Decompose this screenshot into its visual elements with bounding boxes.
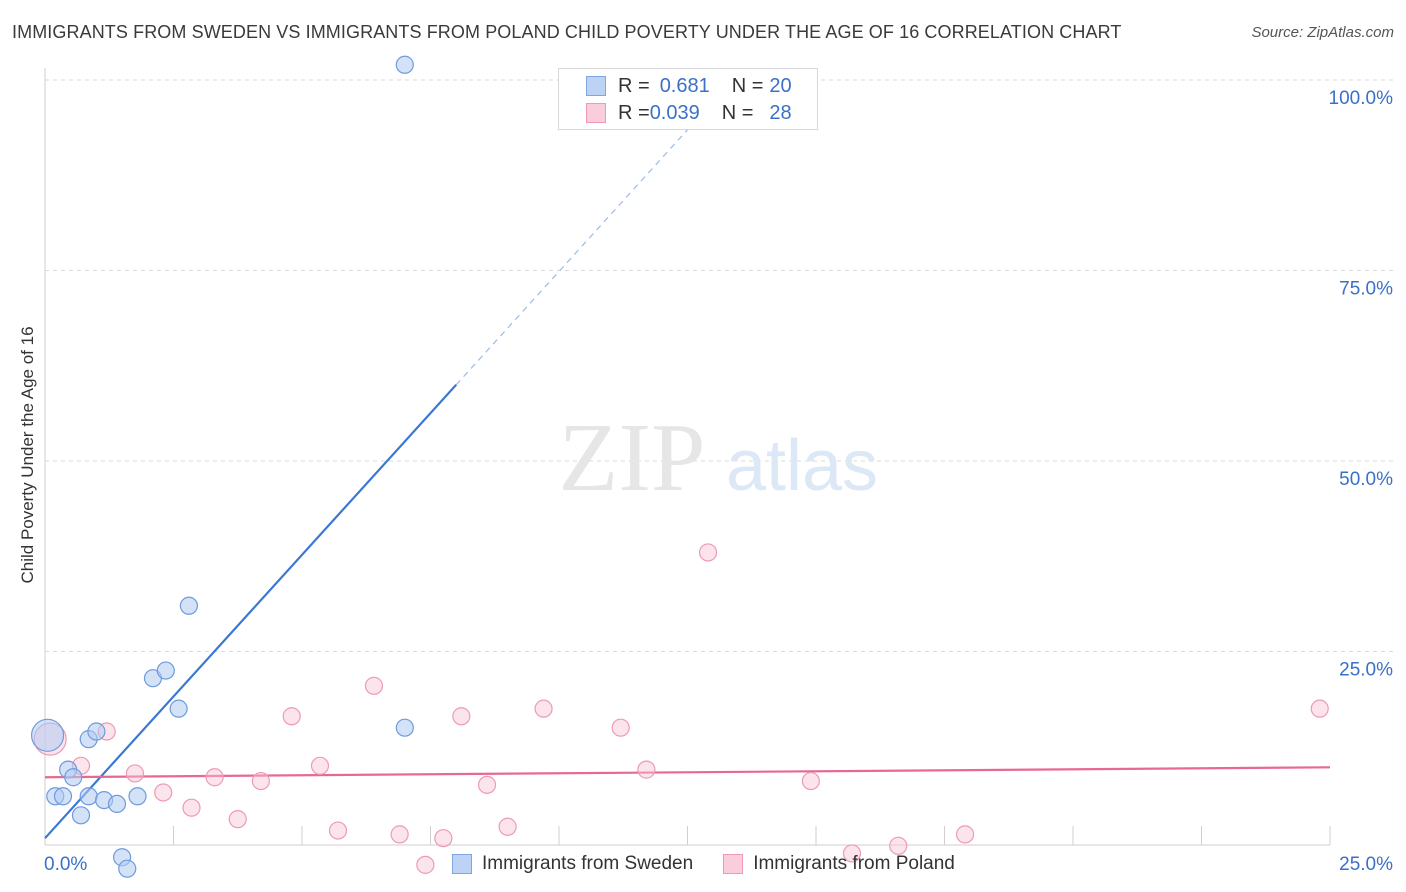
legend-item-sweden[interactable]: Immigrants from Sweden [452, 853, 693, 875]
n-label: N = [721, 101, 754, 124]
point-poland [1310, 699, 1329, 718]
sweden-swatch [452, 854, 472, 874]
point-poland [364, 676, 384, 695]
stats-row-poland: R = 0.039 N = 28 [559, 100, 792, 126]
point-poland [452, 707, 471, 726]
grid-lines [45, 79, 1395, 652]
r-label: R = [618, 74, 650, 97]
r-value: 0.039 [649, 101, 700, 124]
data-points [30, 55, 1329, 878]
legend-item-poland[interactable]: Immigrants from Poland [723, 853, 955, 875]
point-sweden [71, 806, 91, 825]
trend-line-sweden-extension [455, 101, 714, 386]
watermark-atlas: atlas [726, 426, 878, 506]
axes [44, 68, 1331, 846]
n-value: 28 [769, 101, 792, 124]
y-axis-title: Child Poverty Under the Age of 16 [18, 326, 37, 584]
r-label: R = [618, 101, 650, 124]
point-poland [801, 771, 820, 791]
point-sweden [156, 661, 175, 680]
point-sweden [53, 787, 73, 806]
point-poland [328, 821, 348, 840]
point-poland [282, 707, 301, 726]
y-tick-label: 75.0% [1339, 279, 1393, 300]
point-poland [498, 817, 517, 836]
point-sweden [395, 55, 414, 74]
point-poland [534, 699, 553, 718]
stats-legend: R = 0.681 N = 20 R = 0.039 N = 28 [558, 68, 818, 130]
x-tick-label: 0.0% [44, 854, 87, 875]
trend-line-sweden [44, 384, 458, 839]
y-tick-label: 25.0% [1339, 660, 1393, 681]
point-poland [154, 783, 173, 802]
point-poland [842, 844, 862, 863]
point-poland [205, 768, 224, 787]
point-poland [434, 829, 453, 848]
trend-line-poland [44, 766, 1331, 779]
point-sweden [169, 699, 188, 718]
point-sweden [128, 787, 147, 806]
legend-label-poland: Immigrants from Poland [753, 853, 955, 874]
y-tick-label: 100.0% [1329, 88, 1394, 109]
watermark-zip: ZIP [559, 404, 706, 512]
point-poland [889, 836, 908, 855]
point-poland [477, 775, 497, 794]
legend-label-sweden: Immigrants from Sweden [482, 853, 694, 874]
chart-title: IMMIGRANTS FROM SWEDEN VS IMMIGRANTS FRO… [12, 22, 1122, 42]
x-tick-label: 25.0% [1339, 854, 1393, 875]
point-sweden [107, 794, 127, 814]
point-sweden [30, 718, 65, 752]
n-value: 20 [769, 74, 792, 97]
point-poland [390, 825, 409, 844]
point-poland [228, 810, 247, 829]
point-poland [698, 543, 718, 562]
series-legend: Immigrants from Sweden Immigrants from P… [452, 851, 985, 877]
point-poland [637, 760, 656, 779]
watermark: ZIP atlas [559, 404, 879, 512]
point-sweden [118, 859, 137, 878]
point-poland [611, 718, 630, 737]
point-sweden [64, 768, 83, 787]
poland-swatch [586, 103, 606, 123]
point-poland [310, 756, 330, 775]
point-poland [125, 764, 145, 783]
stats-row-sweden: R = 0.681 N = 20 [559, 73, 792, 99]
r-value: 0.681 [659, 74, 710, 97]
point-poland [416, 855, 435, 874]
point-sweden [87, 722, 106, 741]
sweden-swatch [586, 76, 606, 96]
point-poland [182, 798, 201, 817]
point-sweden [79, 787, 98, 806]
point-sweden [179, 596, 199, 615]
trend-lines [44, 101, 1331, 839]
poland-swatch [723, 854, 744, 874]
chart-source: Source: ZipAtlas.com [1251, 24, 1394, 41]
n-label: N = [731, 74, 764, 97]
point-poland [251, 771, 270, 791]
y-tick-label: 50.0% [1339, 469, 1393, 490]
tick-labels: 25.0% 50.0% 75.0% 100.0% 0.0% 25.0% [44, 88, 1393, 875]
point-sweden [395, 718, 414, 737]
point-poland [955, 825, 975, 844]
